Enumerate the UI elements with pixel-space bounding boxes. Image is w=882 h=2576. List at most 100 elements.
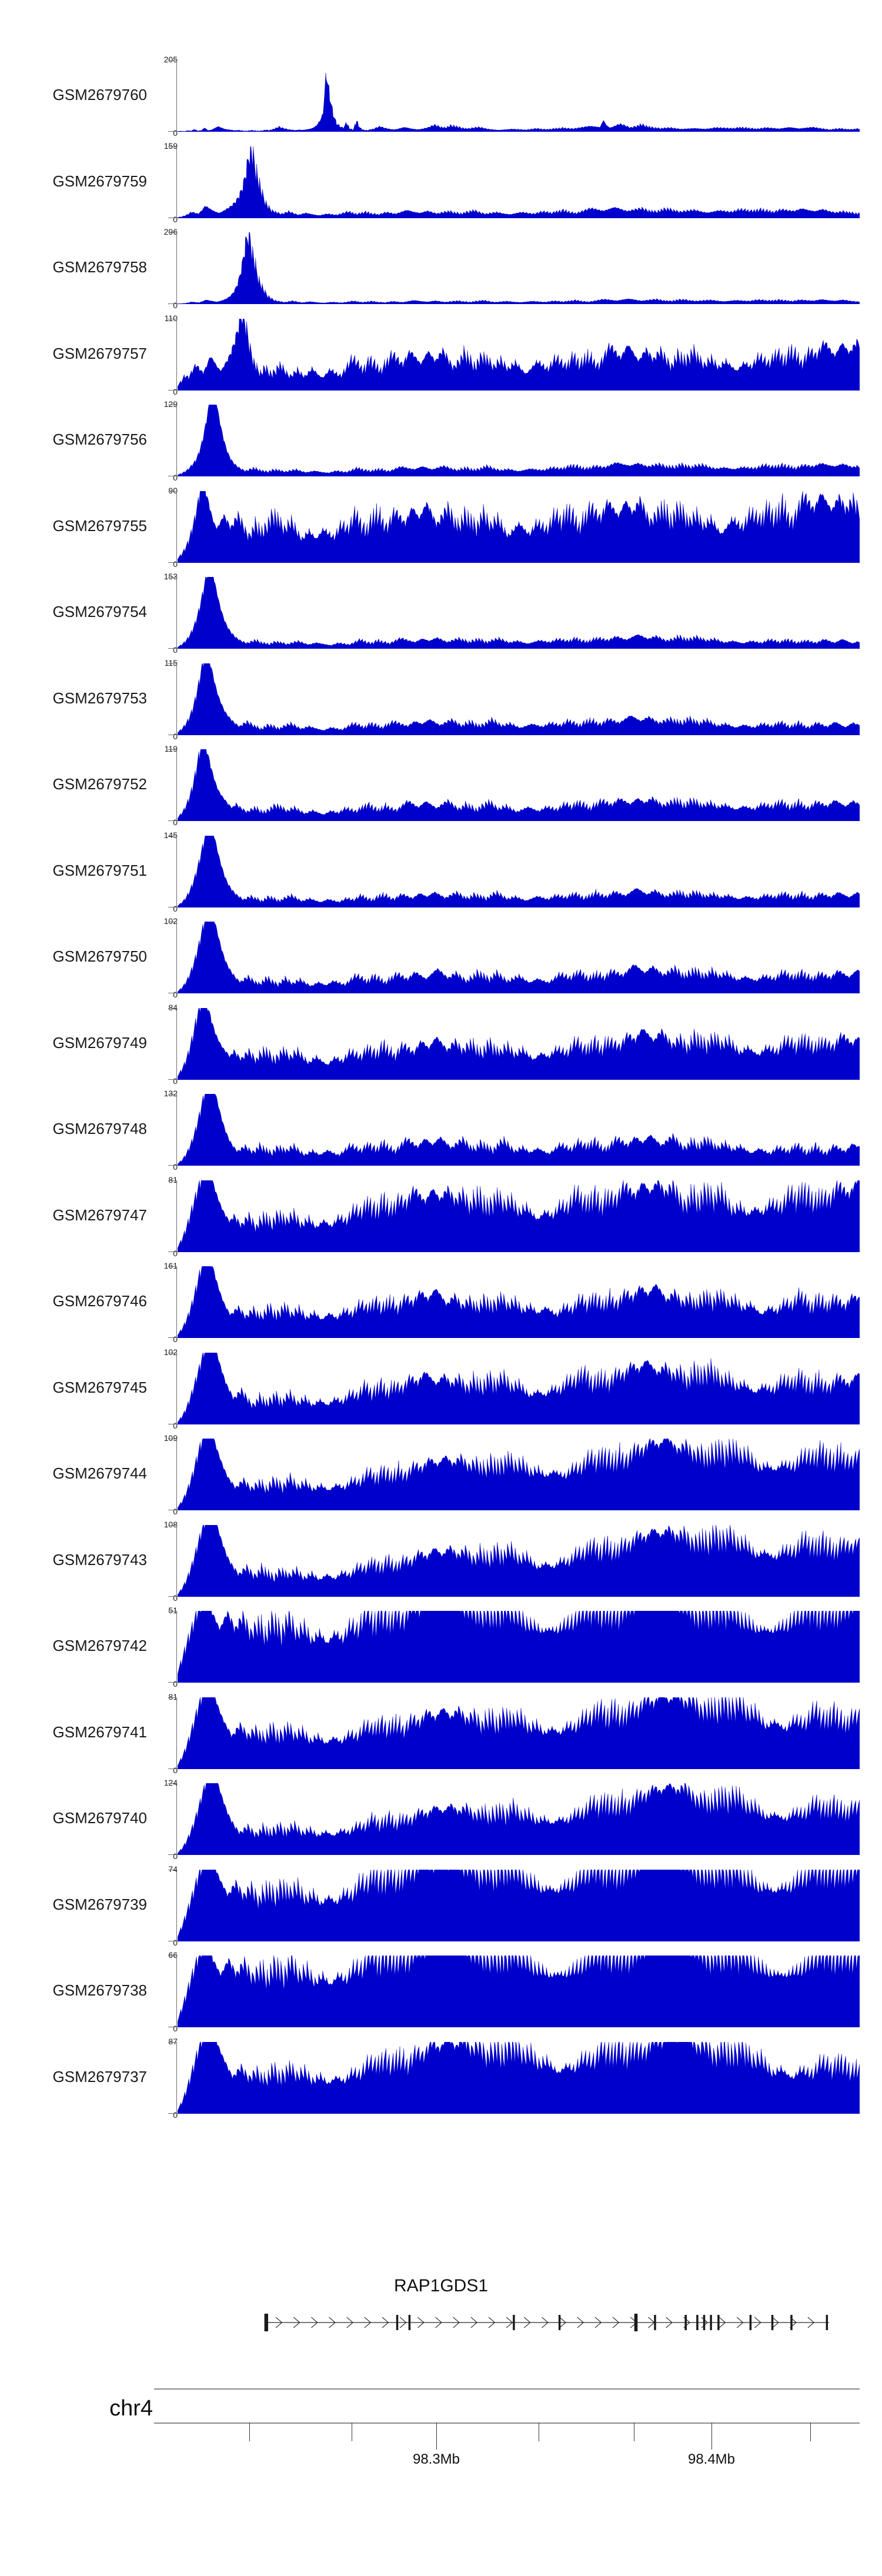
y-axis-spine: [176, 1266, 177, 1338]
coverage-track: GSM2679756 129 0: [0, 396, 882, 483]
coverage-histogram[interactable]: [178, 1869, 860, 1941]
y-axis-spine: [176, 1611, 177, 1683]
coverage-track: GSM2679757 110 0: [0, 311, 882, 397]
sample-label[interactable]: GSM2679757: [52, 344, 147, 362]
track-plot-area: 51 0: [154, 1606, 860, 1689]
y-axis-top-tick: [168, 1524, 176, 1526]
sample-label[interactable]: GSM2679754: [52, 603, 147, 620]
sample-label[interactable]: GSM2679758: [52, 258, 147, 276]
y-axis-max-label: 115: [164, 658, 178, 668]
coverage-histogram[interactable]: [178, 1611, 860, 1683]
sample-label[interactable]: GSM2679748: [52, 1120, 147, 1137]
coverage-histogram[interactable]: [178, 1007, 860, 1080]
sample-label[interactable]: GSM2679742: [52, 1637, 147, 1654]
coverage-histogram[interactable]: [178, 1524, 860, 1597]
chromosome-label: chr4: [109, 2396, 153, 2421]
y-axis-max-label: 74: [168, 1864, 178, 1874]
coverage-track: GSM2679754 153 0: [0, 569, 882, 655]
sample-label[interactable]: GSM2679747: [52, 1206, 147, 1224]
coverage-histogram[interactable]: [178, 1180, 860, 1252]
coverage-histogram[interactable]: [178, 749, 860, 821]
sample-label[interactable]: GSM2679752: [52, 775, 147, 793]
coverage-histogram[interactable]: [178, 146, 860, 218]
sample-label[interactable]: GSM2679738: [52, 1981, 147, 1999]
y-axis-max-label: 161: [163, 1261, 178, 1270]
sample-label[interactable]: GSM2679759: [52, 172, 147, 190]
track-plot-area: 81 0: [154, 1175, 860, 1258]
y-axis-max-label: 102: [163, 1347, 178, 1357]
y-axis-spine: [176, 60, 177, 132]
sample-label[interactable]: GSM2679755: [52, 516, 147, 535]
y-axis-top-tick: [168, 1094, 176, 1095]
coverage-histogram[interactable]: [178, 663, 860, 735]
track-plot-area: 205 0: [154, 55, 860, 138]
coverage-histogram[interactable]: [178, 922, 860, 993]
y-axis-min-label: 0: [173, 1765, 178, 1775]
coverage-histogram[interactable]: [178, 1352, 860, 1424]
coverage-histogram[interactable]: [178, 1094, 860, 1166]
sample-label[interactable]: GSM2679739: [52, 1895, 147, 1913]
sample-label[interactable]: GSM2679740: [52, 1809, 147, 1827]
coverage-histogram[interactable]: [178, 835, 860, 907]
y-axis-bottom-tick: [168, 2113, 176, 2114]
sample-label[interactable]: GSM2679744: [52, 1464, 147, 1482]
coverage-track: GSM2679751 145 0: [0, 827, 882, 914]
y-axis-spine: [176, 1439, 177, 1510]
coverage-track: GSM2679747 81 0: [0, 1172, 882, 1259]
coverage-histogram[interactable]: [178, 405, 860, 476]
sample-label[interactable]: GSM2679750: [52, 947, 147, 965]
sample-label[interactable]: GSM2679741: [52, 1723, 147, 1741]
track-plot-area: 108 0: [154, 1520, 860, 1603]
coverage-histogram[interactable]: [178, 318, 860, 391]
sample-label[interactable]: GSM2679746: [52, 1292, 147, 1310]
track-plot-area: 161 0: [154, 1261, 860, 1344]
gene-model[interactable]: [178, 2302, 860, 2343]
coverage-histogram[interactable]: [178, 1266, 860, 1338]
sample-label[interactable]: GSM2679737: [52, 2067, 147, 2086]
sample-label[interactable]: GSM2679743: [52, 1550, 147, 1569]
track-plot-area: 109 0: [154, 1433, 860, 1516]
sample-label[interactable]: GSM2679756: [52, 431, 147, 448]
y-axis-top-tick: [168, 2041, 176, 2043]
y-axis-spine: [176, 2041, 177, 2114]
coverage-histogram[interactable]: [178, 2041, 860, 2114]
y-axis-max-label: 84: [168, 1002, 178, 1012]
y-axis-bottom-tick: [168, 1854, 176, 1855]
coverage-histogram[interactable]: [178, 490, 860, 563]
y-axis-min-label: 0: [173, 301, 178, 310]
y-axis-spine: [176, 490, 177, 563]
coverage-track: GSM2679750 102 0: [0, 913, 882, 1000]
y-axis-max-label: 108: [163, 1519, 178, 1529]
y-axis-min-label: 0: [173, 1507, 178, 1516]
coverage-histogram[interactable]: [178, 1439, 860, 1510]
sample-label[interactable]: GSM2679751: [52, 861, 147, 879]
y-axis-max-label: 129: [163, 399, 178, 409]
coverage-histogram[interactable]: [178, 1783, 860, 1855]
y-axis-top-tick: [168, 146, 176, 147]
sample-label[interactable]: GSM2679760: [52, 86, 147, 104]
y-axis-min-label: 0: [173, 2110, 178, 2120]
sample-label[interactable]: GSM2679745: [52, 1378, 147, 1396]
y-axis-spine: [176, 405, 177, 476]
coverage-track-list: GSM2679760 205 0 GSM2679759 159 0 GSM2679758 29…: [0, 52, 882, 2120]
y-axis-top-tick: [168, 749, 176, 750]
coverage-histogram[interactable]: [178, 60, 860, 132]
y-axis-top-tick: [168, 490, 176, 492]
y-axis-min-label: 0: [173, 1851, 178, 1861]
coverage-histogram[interactable]: [178, 1697, 860, 1769]
sample-label[interactable]: GSM2679753: [52, 689, 147, 707]
coverage-histogram[interactable]: [178, 232, 860, 304]
axis-tick-label: 98.3Mb: [412, 2451, 460, 2467]
y-axis-bottom-tick: [168, 1596, 176, 1597]
y-axis-min-label: 0: [173, 386, 178, 396]
coverage-histogram[interactable]: [178, 577, 860, 649]
coverage-track: GSM2679752 119 0: [0, 741, 882, 827]
y-axis-min-label: 0: [173, 1162, 178, 1172]
y-axis-max-label: 110: [164, 313, 178, 323]
y-axis-spine: [176, 1783, 177, 1855]
y-axis-spine: [176, 1697, 177, 1769]
axis-tick: [711, 2422, 712, 2450]
y-axis-min-label: 0: [173, 903, 178, 913]
coverage-histogram[interactable]: [178, 1956, 860, 2027]
sample-label[interactable]: GSM2679749: [52, 1033, 147, 1052]
